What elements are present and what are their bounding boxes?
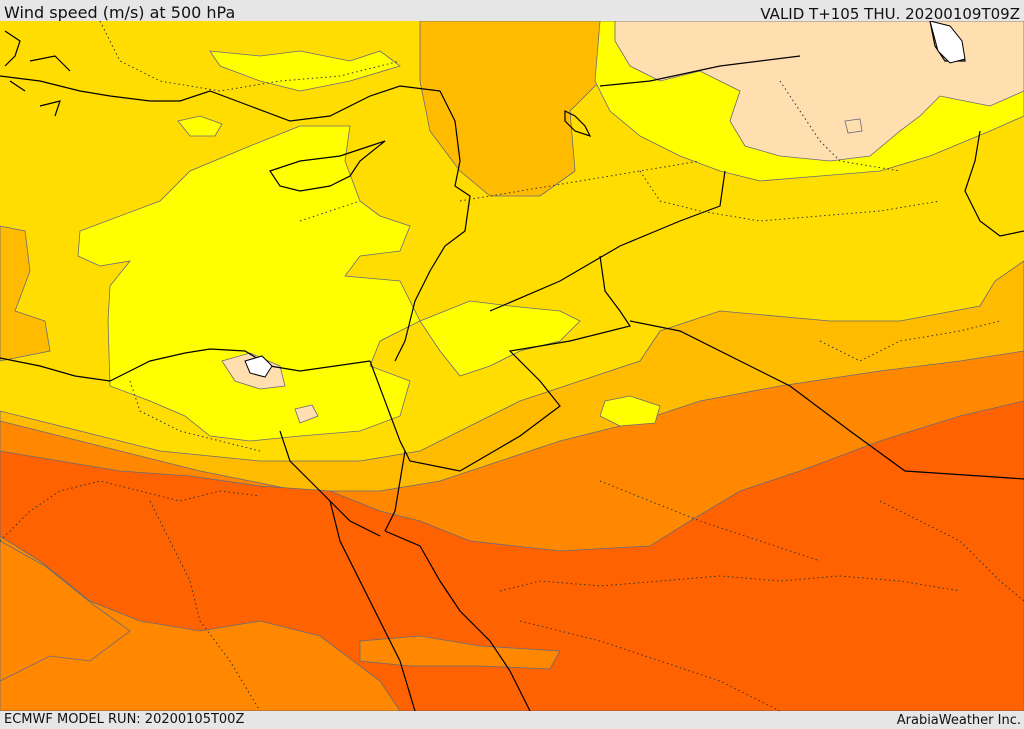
band-lowest-northeast [614,21,1024,162]
band-high-sw-patch [0,540,131,682]
band-highest [0,400,1024,711]
band-high-red-sea-patch [359,635,561,670]
dotted-borders [0,21,1024,711]
band-low-levant [419,300,581,377]
credit-label: ArabiaWeather Inc. [896,713,1021,728]
band-low-central [77,125,421,442]
band-lowest-dot-ne [844,118,863,134]
map-footer: ECMWF MODEL RUN: 20200105T00Z ArabiaWeat… [0,711,1024,729]
coastlines [0,21,1024,711]
wind-speed-map [0,21,1024,711]
band-low-anatolia [209,50,401,92]
band-lowest-sinai-dot [294,404,319,424]
valid-time-label: VALID T+105 THU. 20200109T09Z [760,5,1020,23]
band-low-small-sinai [599,395,661,427]
white-spot-caspian [929,21,966,64]
model-run-label: ECMWF MODEL RUN: 20200105T00Z [4,712,245,727]
map-header: Wind speed (m/s) at 500 hPa VALID T+105 … [0,0,1024,23]
map-title: Wind speed (m/s) at 500 hPa [4,3,236,22]
band-low-small-west [177,115,223,137]
map-canvas [0,21,1024,711]
white-spot-nile [244,355,273,378]
